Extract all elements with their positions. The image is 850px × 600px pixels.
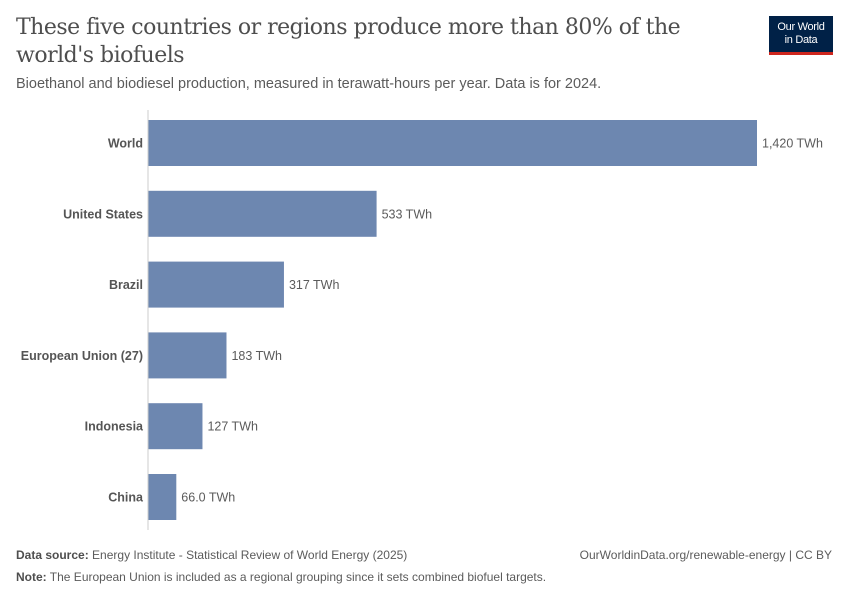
bar[interactable] [148,474,177,520]
note-label: Note: [16,570,47,584]
value-label: 533 TWh [382,207,433,221]
chart-title: These five countries or regions produce … [16,15,681,68]
value-label: 1,420 TWh [762,137,823,151]
bar[interactable] [148,332,227,379]
value-label: 127 TWh [207,420,258,434]
bar[interactable] [148,261,284,308]
category-label: China [108,491,144,505]
chart-subtitle: Bioethanol and biodiesel production, mea… [16,76,602,92]
category-label: World [108,137,143,151]
note: Note: The European Union is included as … [16,570,546,584]
data-source: Data source: Energy Institute - Statisti… [16,548,407,562]
bar[interactable] [148,403,203,450]
category-label: Indonesia [85,420,144,434]
source-label: Data source: [16,548,89,562]
source-text[interactable]: Energy Institute - Statistical Review of… [92,548,408,562]
source-url[interactable]: OurWorldinData.org/renewable-energy | CC… [579,548,832,562]
value-label: 183 TWh [231,349,282,363]
value-label: 66.0 TWh [181,491,235,505]
bar[interactable] [148,120,757,166]
category-label: Brazil [109,278,143,292]
note-text: The European Union is included as a regi… [49,570,547,584]
category-label: United States [63,207,143,221]
logo-line2: in Data [784,34,818,46]
owid-logo[interactable]: Our World in Data [769,16,833,55]
logo-line1: Our World [777,21,825,33]
bar[interactable] [148,190,377,237]
category-label: European Union (27) [21,349,143,363]
value-label: 317 TWh [289,278,340,292]
